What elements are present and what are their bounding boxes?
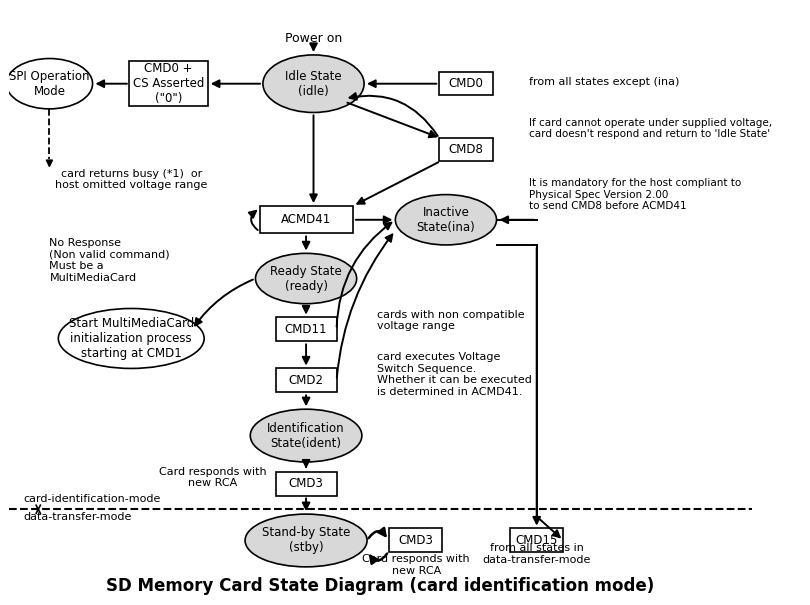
Ellipse shape: [58, 309, 204, 368]
Text: CMD0 +
CS Asserted
("0"): CMD0 + CS Asserted ("0"): [133, 62, 204, 105]
Text: It is mandatory for the host compliant to
Physical Spec Version 2.00
to send CMD: It is mandatory for the host compliant t…: [529, 178, 741, 211]
Text: SD Memory Card State Diagram (card identification mode): SD Memory Card State Diagram (card ident…: [106, 577, 654, 595]
Text: data-transfer-mode: data-transfer-mode: [23, 511, 132, 522]
Ellipse shape: [263, 55, 364, 113]
Text: card returns busy (*1)  or
host omitted voltage range: card returns busy (*1) or host omitted v…: [55, 169, 207, 191]
Text: If card cannot operate under supplied voltage,
card doesn't respond and return t: If card cannot operate under supplied vo…: [529, 118, 773, 140]
Text: Power on: Power on: [285, 32, 342, 45]
Text: Idle State
(idle): Idle State (idle): [285, 70, 342, 97]
Text: Stand-by State
(stby): Stand-by State (stby): [262, 526, 350, 554]
FancyBboxPatch shape: [510, 529, 564, 552]
Ellipse shape: [250, 409, 362, 462]
Ellipse shape: [395, 195, 497, 245]
Text: Inactive
State(ina): Inactive State(ina): [416, 206, 475, 234]
Text: CMD3: CMD3: [398, 534, 433, 547]
Text: CMD0: CMD0: [449, 77, 484, 90]
Ellipse shape: [245, 514, 367, 567]
Text: card executes Voltage
Switch Sequence.
Whether it can be executed
is determined : card executes Voltage Switch Sequence. W…: [377, 352, 531, 397]
Text: CMD11: CMD11: [285, 323, 327, 336]
Text: ACMD41: ACMD41: [281, 214, 331, 226]
Text: Card responds with
new RCA: Card responds with new RCA: [362, 554, 470, 576]
Text: Ready State
(ready): Ready State (ready): [271, 264, 342, 293]
FancyBboxPatch shape: [439, 73, 492, 95]
FancyBboxPatch shape: [259, 206, 352, 234]
Ellipse shape: [6, 59, 92, 109]
FancyBboxPatch shape: [275, 318, 337, 341]
Ellipse shape: [255, 253, 356, 304]
Text: SPI Operation
Mode: SPI Operation Mode: [9, 70, 90, 97]
FancyBboxPatch shape: [130, 61, 207, 106]
Text: Identification
State(ident): Identification State(ident): [267, 422, 345, 450]
Text: CMD2: CMD2: [288, 374, 323, 387]
FancyBboxPatch shape: [439, 139, 492, 161]
Text: from all states in
data-transfer-mode: from all states in data-transfer-mode: [483, 543, 590, 565]
Text: Start MultiMediaCard
initialization process
starting at CMD1: Start MultiMediaCard initialization proc…: [69, 317, 194, 360]
Text: from all states except (ina): from all states except (ina): [529, 77, 680, 87]
Text: card-identification-mode: card-identification-mode: [23, 494, 160, 504]
Text: cards with non compatible
voltage range: cards with non compatible voltage range: [377, 310, 524, 332]
Text: Card responds with
new RCA: Card responds with new RCA: [160, 466, 266, 488]
FancyBboxPatch shape: [275, 471, 337, 495]
FancyBboxPatch shape: [389, 529, 442, 552]
Text: No Response
(Non valid command)
Must be a
MultiMediaCard: No Response (Non valid command) Must be …: [49, 238, 170, 283]
FancyBboxPatch shape: [275, 368, 337, 393]
Text: CMD3: CMD3: [288, 477, 323, 490]
Text: CMD8: CMD8: [449, 143, 484, 156]
Text: CMD15: CMD15: [515, 534, 558, 547]
